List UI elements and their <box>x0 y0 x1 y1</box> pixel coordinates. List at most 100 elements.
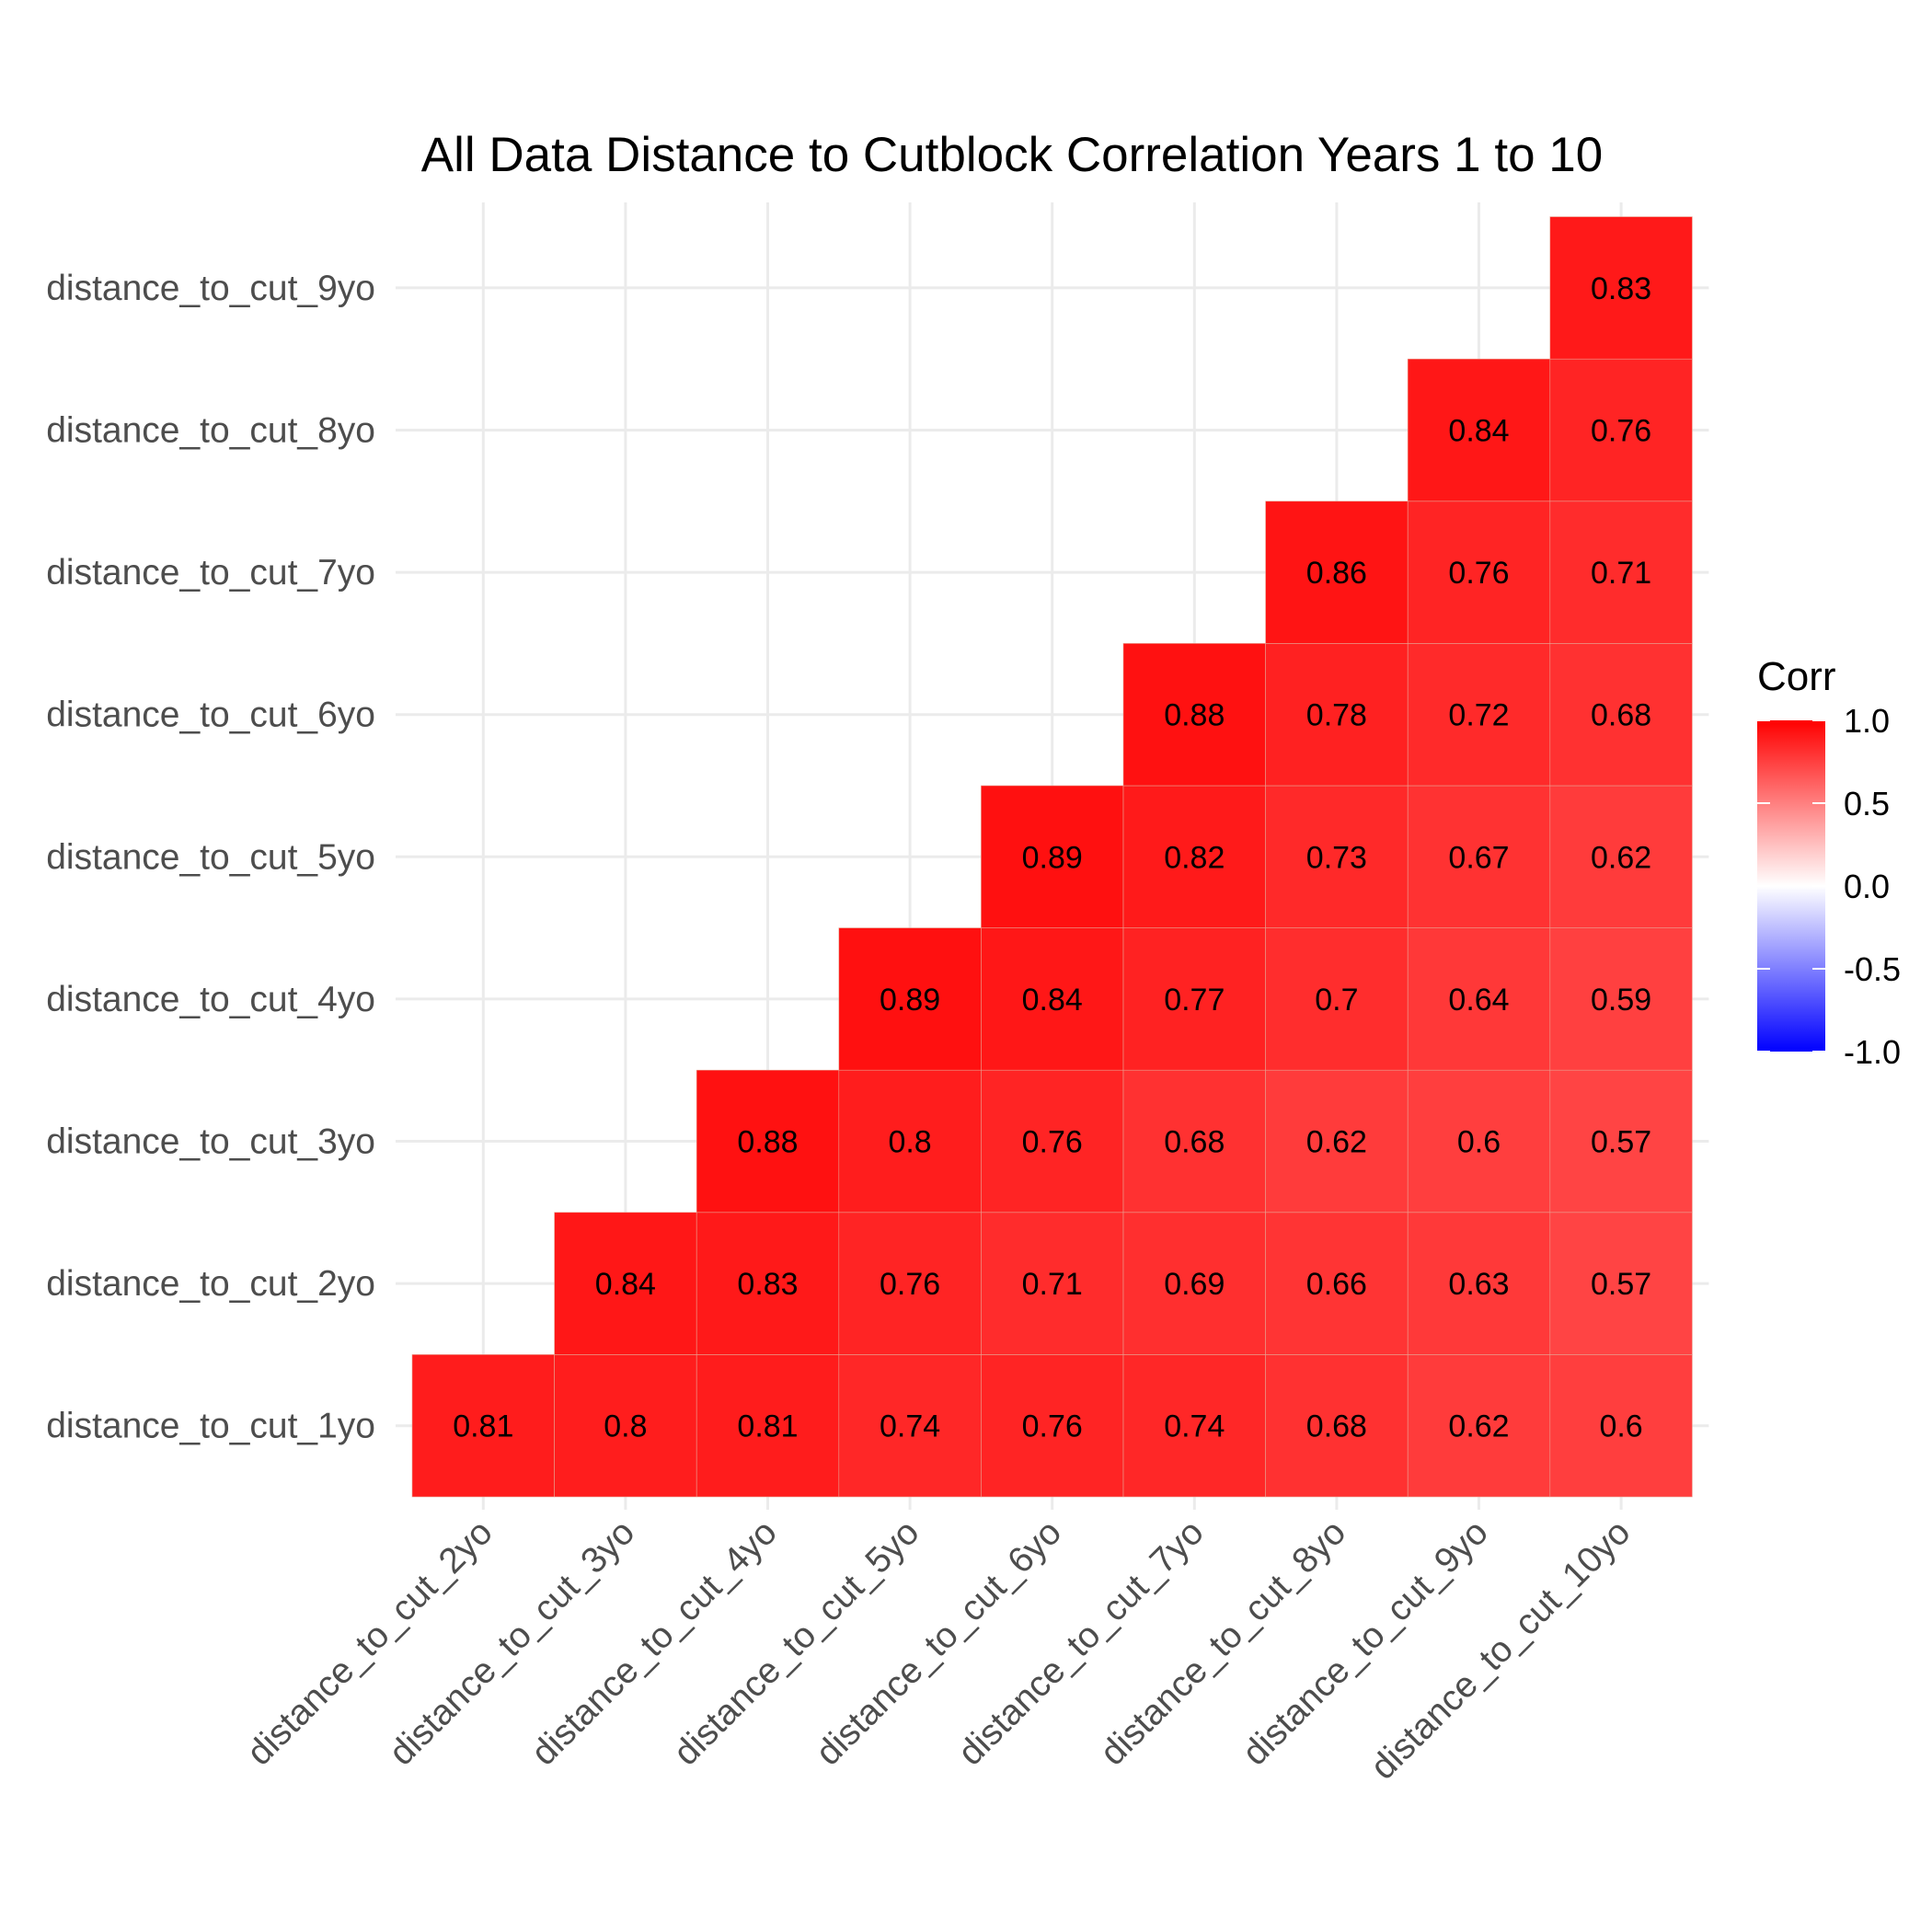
x-axis-tick-labels: distance_to_cut_2yodistance_to_cut_3yodi… <box>239 1512 1638 1788</box>
heatmap-cell <box>554 1212 697 1355</box>
y-tick-label: distance_to_cut_4yo <box>46 980 375 1019</box>
heatmap-cell <box>1407 1069 1551 1213</box>
heatmap-cell <box>1549 358 1693 502</box>
heatmap-cell <box>1549 927 1693 1071</box>
heatmap-cell <box>1122 1354 1266 1498</box>
legend-title: Corr <box>1757 654 1836 699</box>
heatmap-cell <box>1407 500 1551 644</box>
cell-value-label: 0.77 <box>1164 983 1225 1018</box>
cell-value-label: 0.76 <box>1591 414 1651 449</box>
cell-value-label: 0.76 <box>1022 1125 1083 1160</box>
heatmap-cell <box>696 1354 840 1498</box>
heatmap-cell <box>1265 500 1409 644</box>
heatmap-cell <box>838 1354 982 1498</box>
y-tick-label: distance_to_cut_9yo <box>46 269 375 308</box>
cell-value-label: 0.89 <box>880 983 940 1018</box>
cell-value-label: 0.81 <box>737 1409 798 1444</box>
cell-value-label: 0.84 <box>1022 983 1083 1018</box>
y-tick-label: distance_to_cut_7yo <box>46 553 375 592</box>
legend-tick-label: -1.0 <box>1844 1033 1901 1071</box>
heatmap-cell <box>1122 927 1266 1071</box>
cell-value-label: 0.86 <box>1306 556 1367 591</box>
heatmap-cell <box>981 1069 1124 1213</box>
cell-value-label: 0.63 <box>1448 1267 1509 1302</box>
x-tick-label: distance_to_cut_5yo <box>666 1512 926 1773</box>
cell-value-label: 0.64 <box>1448 983 1509 1018</box>
heatmap-cell <box>981 785 1124 928</box>
x-tick-label: distance_to_cut_7yo <box>950 1512 1211 1773</box>
y-tick-label: distance_to_cut_8yo <box>46 411 375 451</box>
heatmap-cell <box>1549 1069 1693 1213</box>
x-tick-label: distance_to_cut_9yo <box>1235 1512 1495 1773</box>
cell-value-label: 0.81 <box>453 1409 513 1444</box>
heatmap-cell <box>696 1212 840 1355</box>
cell-value-label: 0.68 <box>1164 1125 1225 1160</box>
cell-value-label: 0.73 <box>1306 840 1367 875</box>
legend-tick-label: -0.5 <box>1844 950 1901 988</box>
cell-value-label: 0.89 <box>1022 840 1083 875</box>
cell-value-label: 0.69 <box>1164 1267 1225 1302</box>
heatmap-cell <box>838 1212 982 1355</box>
cell-value-label: 0.76 <box>1022 1409 1083 1444</box>
heatmap-cell <box>411 1354 555 1498</box>
cell-value-label: 0.84 <box>1448 414 1509 449</box>
heatmap-cell <box>1265 1354 1409 1498</box>
cell-value-label: 0.68 <box>1306 1409 1367 1444</box>
chart-title: All Data Distance to Cutblock Correlatio… <box>421 128 1603 182</box>
cell-value-label: 0.71 <box>1022 1267 1083 1302</box>
cell-value-label: 0.76 <box>1448 556 1509 591</box>
cell-value-label: 0.57 <box>1591 1267 1651 1302</box>
cell-value-label: 0.72 <box>1448 698 1509 733</box>
heatmap-cell <box>1549 216 1693 360</box>
heatmap-cell <box>1407 358 1551 502</box>
cell-value-label: 0.82 <box>1164 840 1225 875</box>
cell-value-label: 0.57 <box>1591 1125 1651 1160</box>
y-tick-label: distance_to_cut_3yo <box>46 1122 375 1162</box>
x-tick-label: distance_to_cut_6yo <box>809 1512 1069 1773</box>
y-tick-label: distance_to_cut_1yo <box>46 1407 375 1446</box>
cell-value-label: 0.83 <box>1591 271 1651 306</box>
heatmap-cell <box>1122 1212 1266 1355</box>
x-tick-label: distance_to_cut_3yo <box>382 1512 642 1773</box>
cell-value-label: 0.88 <box>1164 698 1225 733</box>
x-tick-label: distance_to_cut_4yo <box>523 1512 784 1773</box>
color-legend: Corr 1.0 0.5 0.0 -0.5 -1.0 <box>1757 654 1901 1071</box>
cell-value-label: 0.83 <box>737 1267 798 1302</box>
cell-value-label: 0.8 <box>604 1409 647 1444</box>
cell-value-label: 0.7 <box>1315 983 1358 1018</box>
y-tick-label: distance_to_cut_6yo <box>46 696 375 735</box>
x-tick-label: distance_to_cut_8yo <box>1093 1512 1353 1773</box>
legend-ticks: 1.0 0.5 0.0 -0.5 -1.0 <box>1757 702 1901 1071</box>
cell-value-label: 0.59 <box>1591 983 1651 1018</box>
heatmap-cell <box>1265 1212 1409 1355</box>
heatmap-cell <box>838 927 982 1071</box>
legend-tick-label: 0.0 <box>1844 868 1890 905</box>
cell-value-label: 0.6 <box>1599 1409 1642 1444</box>
cell-value-label: 0.8 <box>888 1125 931 1160</box>
cell-value-label: 0.62 <box>1306 1125 1367 1160</box>
heatmap-cells <box>411 216 1693 1498</box>
cell-value-label: 0.6 <box>1457 1125 1501 1160</box>
cell-value-label: 0.76 <box>880 1267 940 1302</box>
heatmap-cell <box>1407 1354 1551 1498</box>
heatmap-cell <box>1549 1354 1693 1498</box>
x-tick-label: distance_to_cut_2yo <box>239 1512 500 1773</box>
cell-value-label: 0.84 <box>595 1267 656 1302</box>
heatmap-cell <box>981 1212 1124 1355</box>
heatmap-cell <box>1407 1212 1551 1355</box>
cell-value-label: 0.66 <box>1306 1267 1367 1302</box>
heatmap-cell <box>1407 643 1551 787</box>
heatmap-cell <box>1549 1212 1693 1355</box>
heatmap-cell <box>1407 927 1551 1071</box>
cell-value-label: 0.74 <box>1164 1409 1225 1444</box>
legend-tick-label: 1.0 <box>1844 702 1890 740</box>
heatmap-cell <box>1122 1069 1266 1213</box>
legend-tick-label: 0.5 <box>1844 785 1890 822</box>
heatmap-cell <box>1407 785 1551 928</box>
cell-value-label: 0.67 <box>1448 840 1509 875</box>
heatmap-cell <box>838 1069 982 1213</box>
cell-value-label: 0.68 <box>1591 698 1651 733</box>
cell-value-label: 0.62 <box>1448 1409 1509 1444</box>
heatmap-cell <box>696 1069 840 1213</box>
